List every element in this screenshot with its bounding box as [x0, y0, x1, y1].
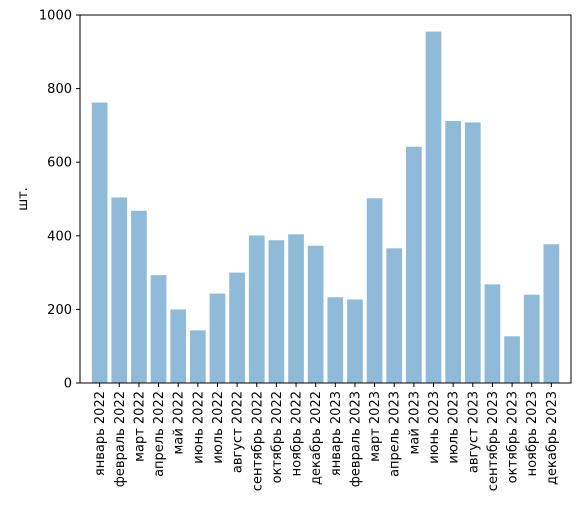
x-tick-label: январь 2022 — [93, 391, 108, 476]
y-tick-label: 200 — [47, 303, 72, 318]
y-tick-label: 600 — [47, 156, 72, 171]
bar — [248, 235, 265, 383]
x-tick-label: июнь 2023 — [427, 391, 442, 464]
bar — [464, 122, 481, 384]
x-tick-label: ноябрь 2023 — [525, 391, 540, 476]
x-tick-label: ноябрь 2022 — [290, 391, 305, 476]
bar — [386, 248, 403, 383]
bar — [425, 31, 442, 384]
bar — [288, 234, 304, 383]
y-tick-label: 400 — [47, 229, 72, 244]
x-tick-label: август 2023 — [466, 391, 481, 473]
x-tick-label: декабрь 2022 — [309, 391, 324, 485]
bar — [523, 294, 540, 383]
plot-frame — [79, 14, 572, 384]
x-tick-label: май 2023 — [407, 391, 422, 454]
y-tick-label: 0 — [64, 377, 72, 392]
bar — [131, 210, 147, 383]
bar — [504, 336, 520, 383]
bar — [268, 240, 285, 383]
x-tick-label: февраль 2022 — [113, 391, 128, 487]
x-tick-label: октябрь 2023 — [506, 391, 521, 483]
bar — [170, 309, 187, 383]
y-tick-label: 800 — [47, 82, 72, 97]
x-tick-label: июль 2022 — [211, 391, 226, 464]
bar — [189, 330, 206, 383]
x-tick-label: апрель 2022 — [152, 391, 167, 477]
y-axis-label: шт. — [16, 187, 31, 211]
x-tick-label: декабрь 2023 — [545, 391, 560, 485]
x-tick-label: апрель 2023 — [388, 391, 403, 477]
y-tick-label: 1000 — [39, 9, 72, 24]
bar — [229, 272, 245, 383]
bar — [150, 275, 167, 383]
bar — [209, 293, 226, 383]
x-tick-label: март 2023 — [368, 391, 383, 462]
bar — [347, 299, 363, 383]
x-tick-label: август 2022 — [231, 391, 246, 473]
bar — [307, 245, 324, 383]
x-tick-label: май 2022 — [172, 391, 187, 454]
x-tick-label: октябрь 2022 — [270, 391, 285, 483]
x-tick-label: июль 2023 — [447, 391, 462, 464]
bar — [327, 297, 344, 383]
bar — [366, 198, 383, 383]
bar — [111, 197, 128, 383]
x-tick-label: сентябрь 2022 — [250, 391, 265, 491]
bar — [484, 284, 501, 383]
x-tick-label: февраль 2023 — [348, 391, 363, 487]
x-tick-label: сентябрь 2023 — [486, 391, 501, 491]
x-tick-label: июнь 2022 — [191, 391, 206, 464]
bar — [543, 244, 560, 383]
bar — [91, 102, 108, 383]
bar — [406, 146, 422, 383]
x-tick-label: январь 2023 — [329, 391, 344, 476]
x-tick-label: март 2022 — [132, 391, 147, 462]
bar — [445, 120, 462, 383]
